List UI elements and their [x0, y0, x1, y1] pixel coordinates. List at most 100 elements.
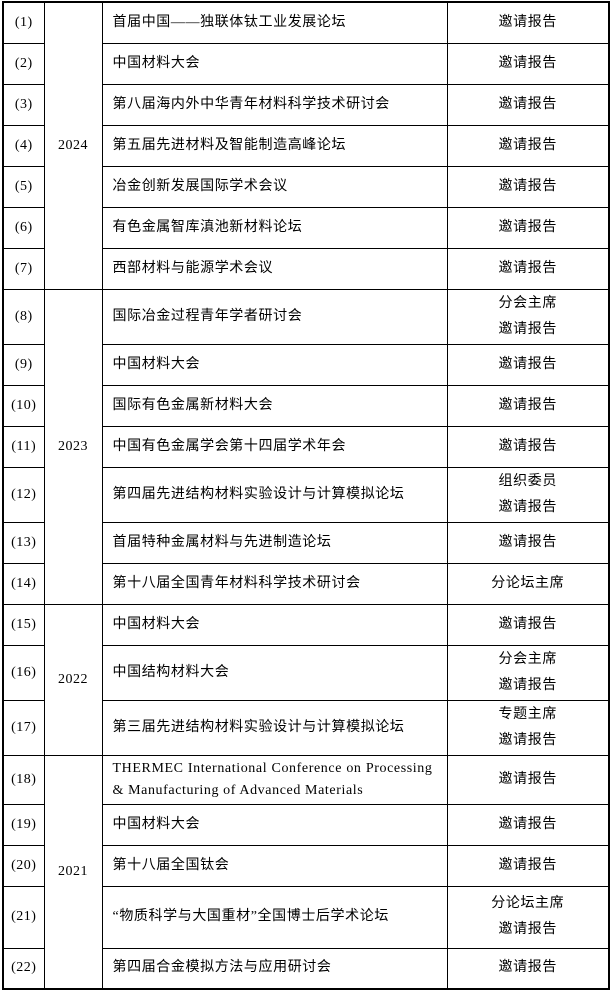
year-cell-2022: 2022 — [43, 603, 103, 756]
role-label: 邀请报告 — [498, 321, 557, 337]
conference-name: 中国结构材料大会 — [101, 644, 448, 701]
role-label: 邀请报告 — [498, 438, 557, 454]
row-number: (14) — [2, 562, 45, 605]
table-row: (1) 2024 首届中国——独联体钛工业发展论坛 邀请报告 — [2, 1, 610, 290]
role-cell: 邀请报告 — [446, 803, 610, 846]
row-number: (5) — [2, 165, 45, 208]
table-row: (6) 有色金属智库滇池新材料论坛 邀请报告 — [2, 206, 610, 249]
role-cell: 邀请报告 — [446, 844, 610, 887]
role-cell: 邀请报告 — [446, 754, 610, 805]
conference-name: 冶金创新发展国际学术会议 — [101, 165, 448, 208]
table-row: (21) “物质科学与大国重材”全国博士后学术论坛 分论坛主席 邀请报告 — [2, 885, 610, 949]
conference-name: 首届特种金属材料与先进制造论坛 — [101, 521, 448, 564]
table-row: (4) 第五届先进材料及智能制造高峰论坛 邀请报告 — [2, 124, 610, 167]
role-label: 邀请报告 — [498, 616, 557, 632]
role-label: 分会主席 — [498, 651, 557, 667]
role-label: 邀请报告 — [498, 677, 557, 693]
role-cell: 邀请报告 — [446, 521, 610, 564]
row-number: (12) — [2, 466, 45, 523]
table-row: (7) 西部材料与能源学术会议 邀请报告 — [2, 247, 610, 290]
role-cell: 分论坛主席 邀请报告 — [446, 885, 610, 949]
role-cell: 邀请报告 — [446, 384, 610, 427]
role-label: 邀请报告 — [498, 732, 557, 748]
role-label: 邀请报告 — [498, 922, 557, 937]
table-row: (3) 第八届海内外中华青年材料科学技术研讨会 邀请报告 — [2, 83, 610, 126]
conference-name: 第十八届全国钛会 — [101, 844, 448, 887]
role-cell: 分会主席 邀请报告 — [446, 288, 610, 345]
conference-name: 第三届先进结构材料实验设计与计算模拟论坛 — [101, 699, 448, 756]
table-row: (13) 首届特种金属材料与先进制造论坛 邀请报告 — [2, 521, 610, 564]
role-label: 邀请报告 — [498, 960, 557, 976]
role-label: 邀请报告 — [498, 260, 557, 276]
role-label: 邀请报告 — [498, 219, 557, 235]
conference-name: 西部材料与能源学术会议 — [101, 247, 448, 290]
role-cell: 组织委员 邀请报告 — [446, 466, 610, 523]
row-number: (4) — [2, 124, 45, 167]
row-number: (13) — [2, 521, 45, 564]
role-label: 邀请报告 — [498, 96, 557, 112]
role-label: 邀请报告 — [498, 816, 557, 832]
role-label: 邀请报告 — [498, 397, 557, 413]
conference-name: 第八届海内外中华青年材料科学技术研讨会 — [101, 83, 448, 126]
conference-name: THERMEC International Conference on Proc… — [101, 754, 448, 805]
role-cell: 邀请报告 — [446, 603, 610, 646]
row-number: (11) — [2, 425, 45, 468]
conference-name: 中国材料大会 — [101, 343, 448, 386]
row-number: (20) — [2, 844, 45, 887]
role-cell: 邀请报告 — [446, 165, 610, 208]
role-label: 邀请报告 — [498, 771, 557, 787]
role-cell: 邀请报告 — [446, 247, 610, 290]
row-number: (3) — [2, 83, 45, 126]
row-number: (7) — [2, 247, 45, 290]
conference-name: “物质科学与大国重材”全国博士后学术论坛 — [101, 885, 448, 949]
row-number: (21) — [2, 885, 45, 949]
role-label: 邀请报告 — [498, 534, 557, 550]
role-cell: 邀请报告 — [446, 83, 610, 126]
conference-name: 第四届先进结构材料实验设计与计算模拟论坛 — [101, 466, 448, 523]
table-row: (11) 中国有色金属学会第十四届学术年会 邀请报告 — [2, 425, 610, 468]
role-cell: 邀请报告 — [446, 343, 610, 386]
table-row: (5) 冶金创新发展国际学术会议 邀请报告 — [2, 165, 610, 208]
role-cell: 邀请报告 — [446, 947, 610, 990]
table-row: (20) 第十八届全国钛会 邀请报告 — [2, 844, 610, 887]
role-label: 分会主席 — [498, 295, 557, 311]
role-cell: 邀请报告 — [446, 42, 610, 85]
role-label: 分论坛主席 — [491, 896, 565, 911]
row-number: (9) — [2, 343, 45, 386]
role-label: 邀请报告 — [498, 857, 557, 873]
role-cell: 邀请报告 — [446, 124, 610, 167]
role-cell: 邀请报告 — [446, 1, 610, 44]
table-row: (17) 第三届先进结构材料实验设计与计算模拟论坛 专题主席 邀请报告 — [2, 699, 610, 756]
conference-name: 第四届合金模拟方法与应用研讨会 — [101, 947, 448, 990]
table-row: (10) 国际有色金属新材料大会 邀请报告 — [2, 384, 610, 427]
role-cell: 邀请报告 — [446, 425, 610, 468]
conference-name: 中国有色金属学会第十四届学术年会 — [101, 425, 448, 468]
row-number: (19) — [2, 803, 45, 846]
conference-name: 第十八届全国青年材料科学技术研讨会 — [101, 562, 448, 605]
conference-name: 国际有色金属新材料大会 — [101, 384, 448, 427]
role-label: 组织委员 — [498, 473, 557, 489]
table-row: (2) 中国材料大会 邀请报告 — [2, 42, 610, 85]
row-number: (6) — [2, 206, 45, 249]
role-label: 邀请报告 — [498, 55, 557, 71]
table-row: (18) 2021 THERMEC International Conferen… — [2, 754, 610, 990]
conference-name: 中国材料大会 — [101, 603, 448, 646]
year-cell-2023: 2023 — [43, 288, 103, 605]
role-cell: 分论坛主席 — [446, 562, 610, 605]
row-number: (8) — [2, 288, 45, 345]
conference-name: 中国材料大会 — [101, 803, 448, 846]
conference-name: 中国材料大会 — [101, 42, 448, 85]
year-cell-2024: 2024 — [43, 1, 103, 290]
table-row: (8) 2023 国际冶金过程青年学者研讨会 分会主席 邀请报告 — [2, 288, 610, 605]
role-label: 邀请报告 — [498, 499, 557, 515]
role-cell: 专题主席 邀请报告 — [446, 699, 610, 756]
row-number: (17) — [2, 699, 45, 756]
year-cell-2021: 2021 — [43, 754, 103, 990]
conference-name: 首届中国——独联体钛工业发展论坛 — [101, 1, 448, 44]
row-number: (2) — [2, 42, 45, 85]
table-row: (9) 中国材料大会 邀请报告 — [2, 343, 610, 386]
conference-name: 有色金属智库滇池新材料论坛 — [101, 206, 448, 249]
table-row: (22) 第四届合金模拟方法与应用研讨会 邀请报告 — [2, 947, 610, 990]
